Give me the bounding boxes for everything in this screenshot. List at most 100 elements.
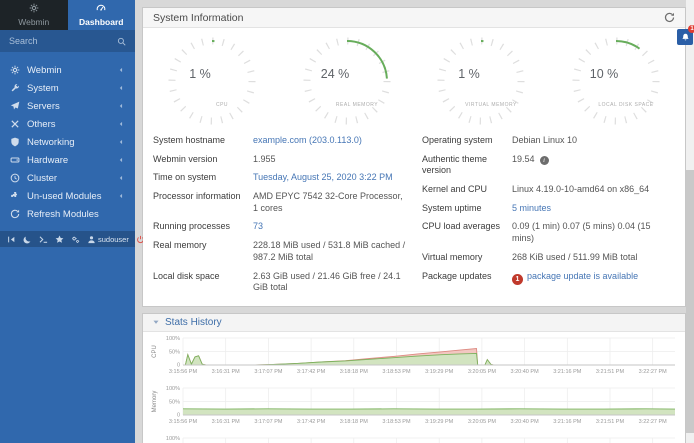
notifications-bell-button[interactable]: 1 — [677, 25, 694, 45]
info-row-authentic-theme-version: Authentic theme version 19.54 i — [422, 150, 675, 180]
refresh-icon — [10, 209, 27, 219]
svg-text:1 %: 1 % — [189, 67, 211, 81]
username-label: sudouser — [98, 234, 129, 244]
chart-row-memory: 100% 50% 0 3:15:56 PM 3:16:31 PM 3:17:07 PM 3:… — [147, 384, 681, 433]
svg-text:3:21:51 PM: 3:21:51 PM — [596, 369, 625, 375]
info-row-package-updates: Package updates 1 package update is availa… — [422, 267, 675, 288]
info-label: Virtual memory — [422, 251, 483, 262]
chevron-left-icon — [117, 84, 125, 92]
info-row-webmin-version: Webmin version 1.955 — [153, 150, 406, 169]
svg-text:3:17:07 PM: 3:17:07 PM — [254, 369, 283, 375]
svg-text:24 %: 24 % — [321, 67, 350, 81]
wrench-icon — [10, 83, 27, 93]
sidebar-item-servers[interactable]: Servers — [0, 97, 135, 115]
logged-in-user[interactable]: sudouser — [87, 235, 129, 244]
info-column-right: Operating system Debian Linux 10 Authentic… — [422, 131, 675, 297]
svg-text:3:19:29 PM: 3:19:29 PM — [425, 419, 454, 425]
info-row-operating-system: Operating system Debian Linux 10 — [422, 131, 675, 150]
info-label: Local disk space — [153, 270, 220, 281]
refresh-icon[interactable] — [664, 12, 675, 23]
stats-history-header[interactable]: Stats History — [143, 313, 685, 332]
info-value: AMD EPYC 7542 32-Core Processor, 1 cores — [253, 191, 403, 213]
svg-text:0: 0 — [177, 362, 180, 368]
gauge-virtual-memory: 1 % VIRTUAL MEMORY — [414, 33, 549, 129]
system-information-panel: System Information 1 % CPU 24 % REAL MEMORY… — [143, 8, 685, 306]
clock-icon — [10, 173, 27, 183]
chart-memory: 100% 50% 03:15:56 PM 3:16:31 PM 3:17:07 PM 3:… — [152, 386, 676, 425]
info-value: 19.54 — [512, 153, 535, 164]
chevron-left-icon — [117, 156, 125, 164]
info-value: 2.63 GiB used / 21.46 GiB free / 24.1 Gi… — [253, 270, 401, 293]
chevron-left-icon — [117, 192, 125, 200]
info-row-time-on-system: Time on system Tuesday, August 25, 2020 3… — [153, 168, 406, 187]
info-icon[interactable]: i — [539, 156, 549, 166]
svg-text:3:22:27 PM: 3:22:27 PM — [639, 419, 668, 425]
svg-text:50%: 50% — [169, 399, 180, 405]
sidebar-item-networking[interactable]: Networking — [0, 133, 135, 151]
svg-text:3:20:40 PM: 3:20:40 PM — [511, 419, 540, 425]
svg-text:3:15:56 PM: 3:15:56 PM — [169, 369, 198, 375]
tools-icon — [10, 119, 27, 129]
info-label: Kernel and CPU — [422, 184, 488, 195]
scrollbar-thumb[interactable] — [686, 170, 694, 433]
info-value: Linux 4.19.0-10-amd64 on x86_64 — [512, 184, 650, 195]
svg-text:3:19:29 PM: 3:19:29 PM — [425, 369, 454, 375]
info-label: Processor information — [153, 191, 241, 202]
info-value: 0.09 (1 min) 0.07 (5 mins) 0.04 (15 mins… — [512, 221, 651, 244]
tab-dashboard[interactable]: Dashboard — [68, 0, 136, 30]
sidebar-item-label: Others — [27, 118, 56, 130]
sidebar-item-label: Cluster — [27, 172, 58, 184]
sidebar-item-others[interactable]: Others — [0, 115, 135, 133]
theme-configuration-icon[interactable] — [71, 235, 80, 244]
svg-text:100%: 100% — [166, 436, 180, 442]
gauge-real-memory: 24 % REAL MEMORY — [280, 33, 415, 129]
sidebar-item-cluster[interactable]: Cluster — [0, 169, 135, 187]
night-mode-icon[interactable] — [23, 235, 32, 244]
svg-text:3:18:18 PM: 3:18:18 PM — [340, 369, 369, 375]
info-value-link[interactable]: package update is available — [527, 270, 639, 281]
search-input[interactable] — [9, 36, 117, 46]
sidebar-item-label: Servers — [27, 100, 60, 112]
svg-text:Memory: Memory — [152, 391, 158, 413]
sidebar-item-system[interactable]: System — [0, 79, 135, 97]
package-updates-badge: 1 — [512, 273, 523, 285]
svg-text:3:17:07 PM: 3:17:07 PM — [254, 419, 283, 425]
svg-text:CPU: CPU — [152, 345, 158, 358]
tab-webmin-label: Webmin — [18, 17, 50, 27]
chart-row-swap: 100%50%03:15:56 PM3:16:31 PM3:17:07 PM3:… — [147, 434, 681, 443]
sidebar-item-un-used-modules[interactable]: Un-used Modules — [0, 187, 135, 205]
info-row-kernel-and-cpu: Kernel and CPU Linux 4.19.0-10-amd64 on x… — [422, 180, 675, 199]
collapse-sidebar-icon[interactable] — [7, 235, 16, 244]
puzzle-icon — [10, 191, 27, 201]
stats-history-panel: Stats History 100% 50% 0 3:15:56 PM 3:16:31 … — [143, 313, 685, 443]
svg-text:3:21:16 PM: 3:21:16 PM — [553, 369, 582, 375]
tab-webmin[interactable]: Webmin — [0, 0, 68, 30]
info-value-link[interactable]: 5 minutes — [512, 202, 552, 213]
collapse-arrow-icon — [152, 318, 160, 326]
svg-text:VIRTUAL MEMORY: VIRTUAL MEMORY — [465, 102, 517, 108]
sidebar-item-hardware[interactable]: Hardware — [0, 151, 135, 169]
bell-icon — [681, 33, 690, 42]
chevron-left-icon — [117, 102, 125, 110]
info-label: Time on system — [153, 172, 217, 183]
tab-dashboard-label: Dashboard — [79, 17, 124, 27]
info-row-local-disk-space: Local disk space 2.63 GiB used / 21.46 Gi… — [153, 267, 406, 297]
sidebar-item-webmin[interactable]: Webmin — [0, 61, 135, 79]
info-value-link[interactable]: Tuesday, August 25, 2020 3:22 PM — [253, 172, 393, 183]
sidebar-footer: sudouser — [0, 231, 144, 247]
info-value-link[interactable]: 73 — [253, 221, 264, 232]
info-value-link[interactable]: example.com (203.0.113.0) — [253, 135, 362, 145]
sidebar-item-refresh-modules[interactable]: Refresh Modules — [0, 205, 135, 223]
sidebar-item-label: System — [27, 82, 59, 94]
info-row-real-memory: Real memory 228.18 MiB used / 531.8 MiB c… — [153, 236, 406, 266]
chart-row-cpu: 100% 50% 0 3:15:56 PM 3:16:31 PM 3:17:07 PM 3:… — [147, 334, 681, 383]
favorites-icon[interactable] — [55, 235, 64, 244]
svg-text:0: 0 — [177, 412, 180, 418]
terminal-icon[interactable] — [39, 235, 48, 244]
svg-text:3:20:05 PM: 3:20:05 PM — [468, 419, 497, 425]
chevron-left-icon — [117, 66, 125, 74]
svg-text:3:22:27 PM: 3:22:27 PM — [639, 369, 668, 375]
svg-text:10 %: 10 % — [590, 67, 619, 81]
gear-icon — [10, 65, 27, 75]
svg-text:REAL MEMORY: REAL MEMORY — [336, 102, 378, 108]
